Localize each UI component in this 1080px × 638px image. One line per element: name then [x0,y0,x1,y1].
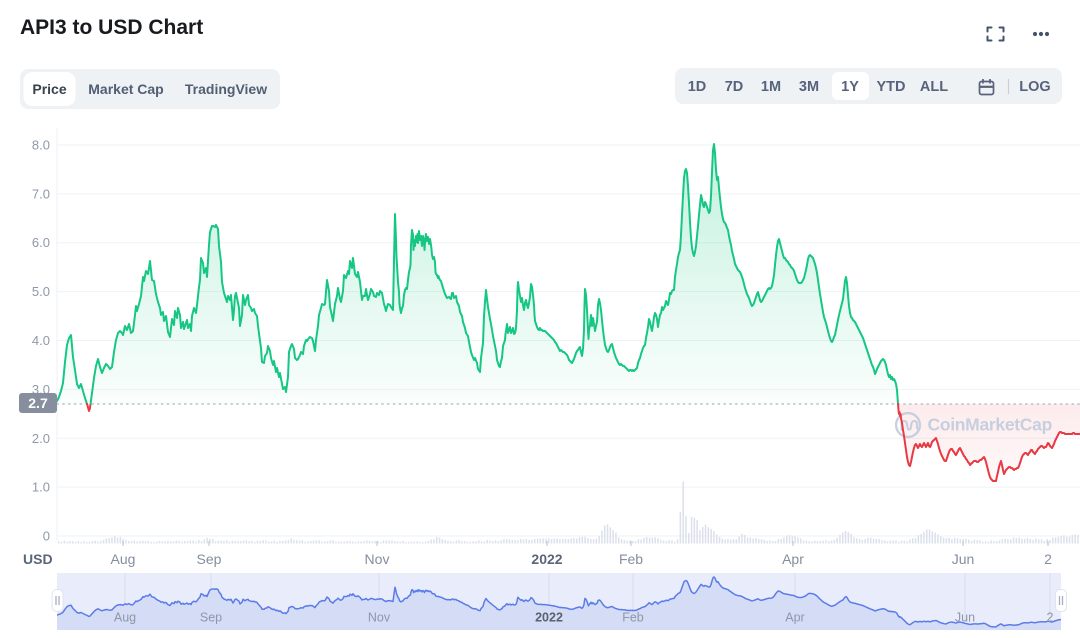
svg-text:5.0: 5.0 [32,284,50,299]
svg-text:2.0: 2.0 [32,431,50,446]
svg-text:USD: USD [23,551,53,567]
svg-text:YTD: YTD [877,79,906,95]
svg-text:8.0: 8.0 [32,138,50,153]
svg-text:Aug: Aug [114,611,136,625]
svg-text:Apr: Apr [782,551,804,567]
svg-text:API3 to USD Chart: API3 to USD Chart [20,16,203,39]
svg-text:Sep: Sep [200,611,222,625]
svg-text:1Y: 1Y [841,79,859,95]
svg-text:Feb: Feb [622,611,644,625]
svg-text:Aug: Aug [111,551,136,567]
svg-text:2: 2 [1047,611,1054,625]
svg-text:7D: 7D [725,79,744,95]
svg-text:Nov: Nov [365,551,390,567]
svg-text:CoinMarketCap: CoinMarketCap [928,415,1052,435]
svg-text:2.7: 2.7 [28,395,48,411]
svg-text:Nov: Nov [368,611,391,625]
svg-text:0: 0 [43,529,50,544]
svg-text:7.0: 7.0 [32,186,50,201]
svg-text:2022: 2022 [531,551,562,567]
svg-text:Sep: Sep [197,551,222,567]
svg-text:1.0: 1.0 [32,480,50,495]
svg-text:4.0: 4.0 [32,333,50,348]
svg-text:Jun: Jun [955,611,975,625]
svg-text:2: 2 [1044,551,1052,567]
svg-text:Jun: Jun [952,551,975,567]
svg-text:2022: 2022 [535,611,563,625]
svg-text:LOG: LOG [1019,79,1050,95]
svg-text:1D: 1D [688,79,707,95]
svg-text:1M: 1M [761,79,781,95]
svg-text:Price: Price [32,81,66,97]
svg-text:TradingView: TradingView [185,81,267,97]
svg-text:Apr: Apr [785,611,804,625]
svg-text:ALL: ALL [920,79,948,95]
svg-text:Market Cap: Market Cap [88,81,163,97]
svg-text:Feb: Feb [619,551,643,567]
svg-text:6.0: 6.0 [32,235,50,250]
svg-text:3M: 3M [799,79,819,95]
